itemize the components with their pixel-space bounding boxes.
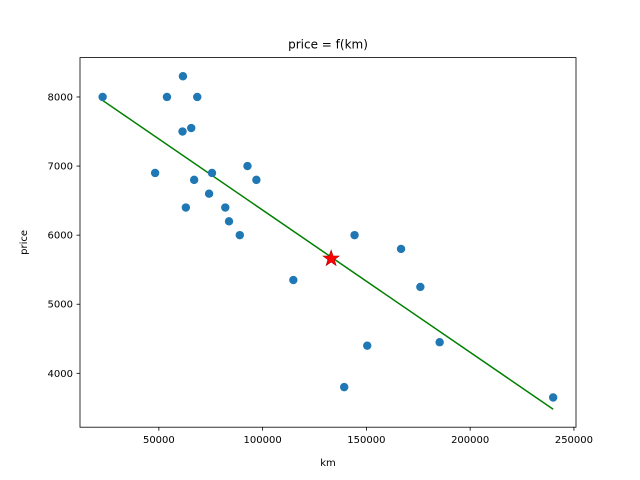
scatter-point: [189, 175, 199, 185]
x-tick-label: 50000: [143, 435, 175, 446]
y-tick-label: 7000: [48, 162, 73, 173]
scatter-point: [162, 92, 172, 102]
mean-star-marker: [322, 249, 341, 267]
scatter-point: [178, 72, 188, 81]
regression-line: [102, 99, 554, 410]
plot-frame: [79, 57, 577, 428]
scatter-point: [363, 341, 372, 350]
y-tick-label: 5000: [48, 300, 73, 311]
x-tick-label: 100000: [244, 435, 282, 446]
scatter-point: [339, 382, 349, 392]
scatter-point: [181, 203, 191, 212]
scatter-point: [435, 338, 444, 347]
scatter-point: [416, 282, 425, 292]
scatter-point: [221, 203, 230, 212]
x-tick-label: 150000: [347, 435, 385, 446]
scatter-point: [204, 189, 214, 198]
scatter-point: [187, 123, 196, 133]
scatter-point: [193, 92, 202, 102]
scatter-point: [98, 92, 107, 102]
scatter-point: [548, 393, 558, 402]
x-tick-label: 250000: [555, 435, 593, 446]
x-axis-label: km: [320, 458, 336, 469]
y-axis-ticks: 4000 5000 6000 7000 8000: [48, 92, 80, 380]
plot-area: [80, 57, 576, 428]
data-marks: [98, 72, 558, 410]
y-tick-label: 4000: [48, 369, 73, 380]
scatter-point: [243, 161, 252, 171]
scatter-point: [289, 275, 298, 285]
x-tick-label: 200000: [451, 435, 489, 446]
scatter-point: [396, 244, 406, 254]
scatter-point: [350, 230, 359, 240]
y-axis-label: price: [19, 230, 30, 255]
scatter-point: [150, 168, 160, 178]
scatter-point: [178, 127, 187, 136]
scatter-point: [207, 168, 217, 178]
chart-title: price = f(km): [288, 38, 368, 52]
y-tick-label: 6000: [48, 231, 73, 242]
scatter-point: [252, 175, 261, 185]
scatter-point: [224, 217, 234, 226]
y-tick-label: 8000: [48, 92, 73, 103]
x-axis-ticks: 50000 100000 150000 200000 250000: [143, 427, 593, 446]
scatter-point: [235, 230, 244, 240]
